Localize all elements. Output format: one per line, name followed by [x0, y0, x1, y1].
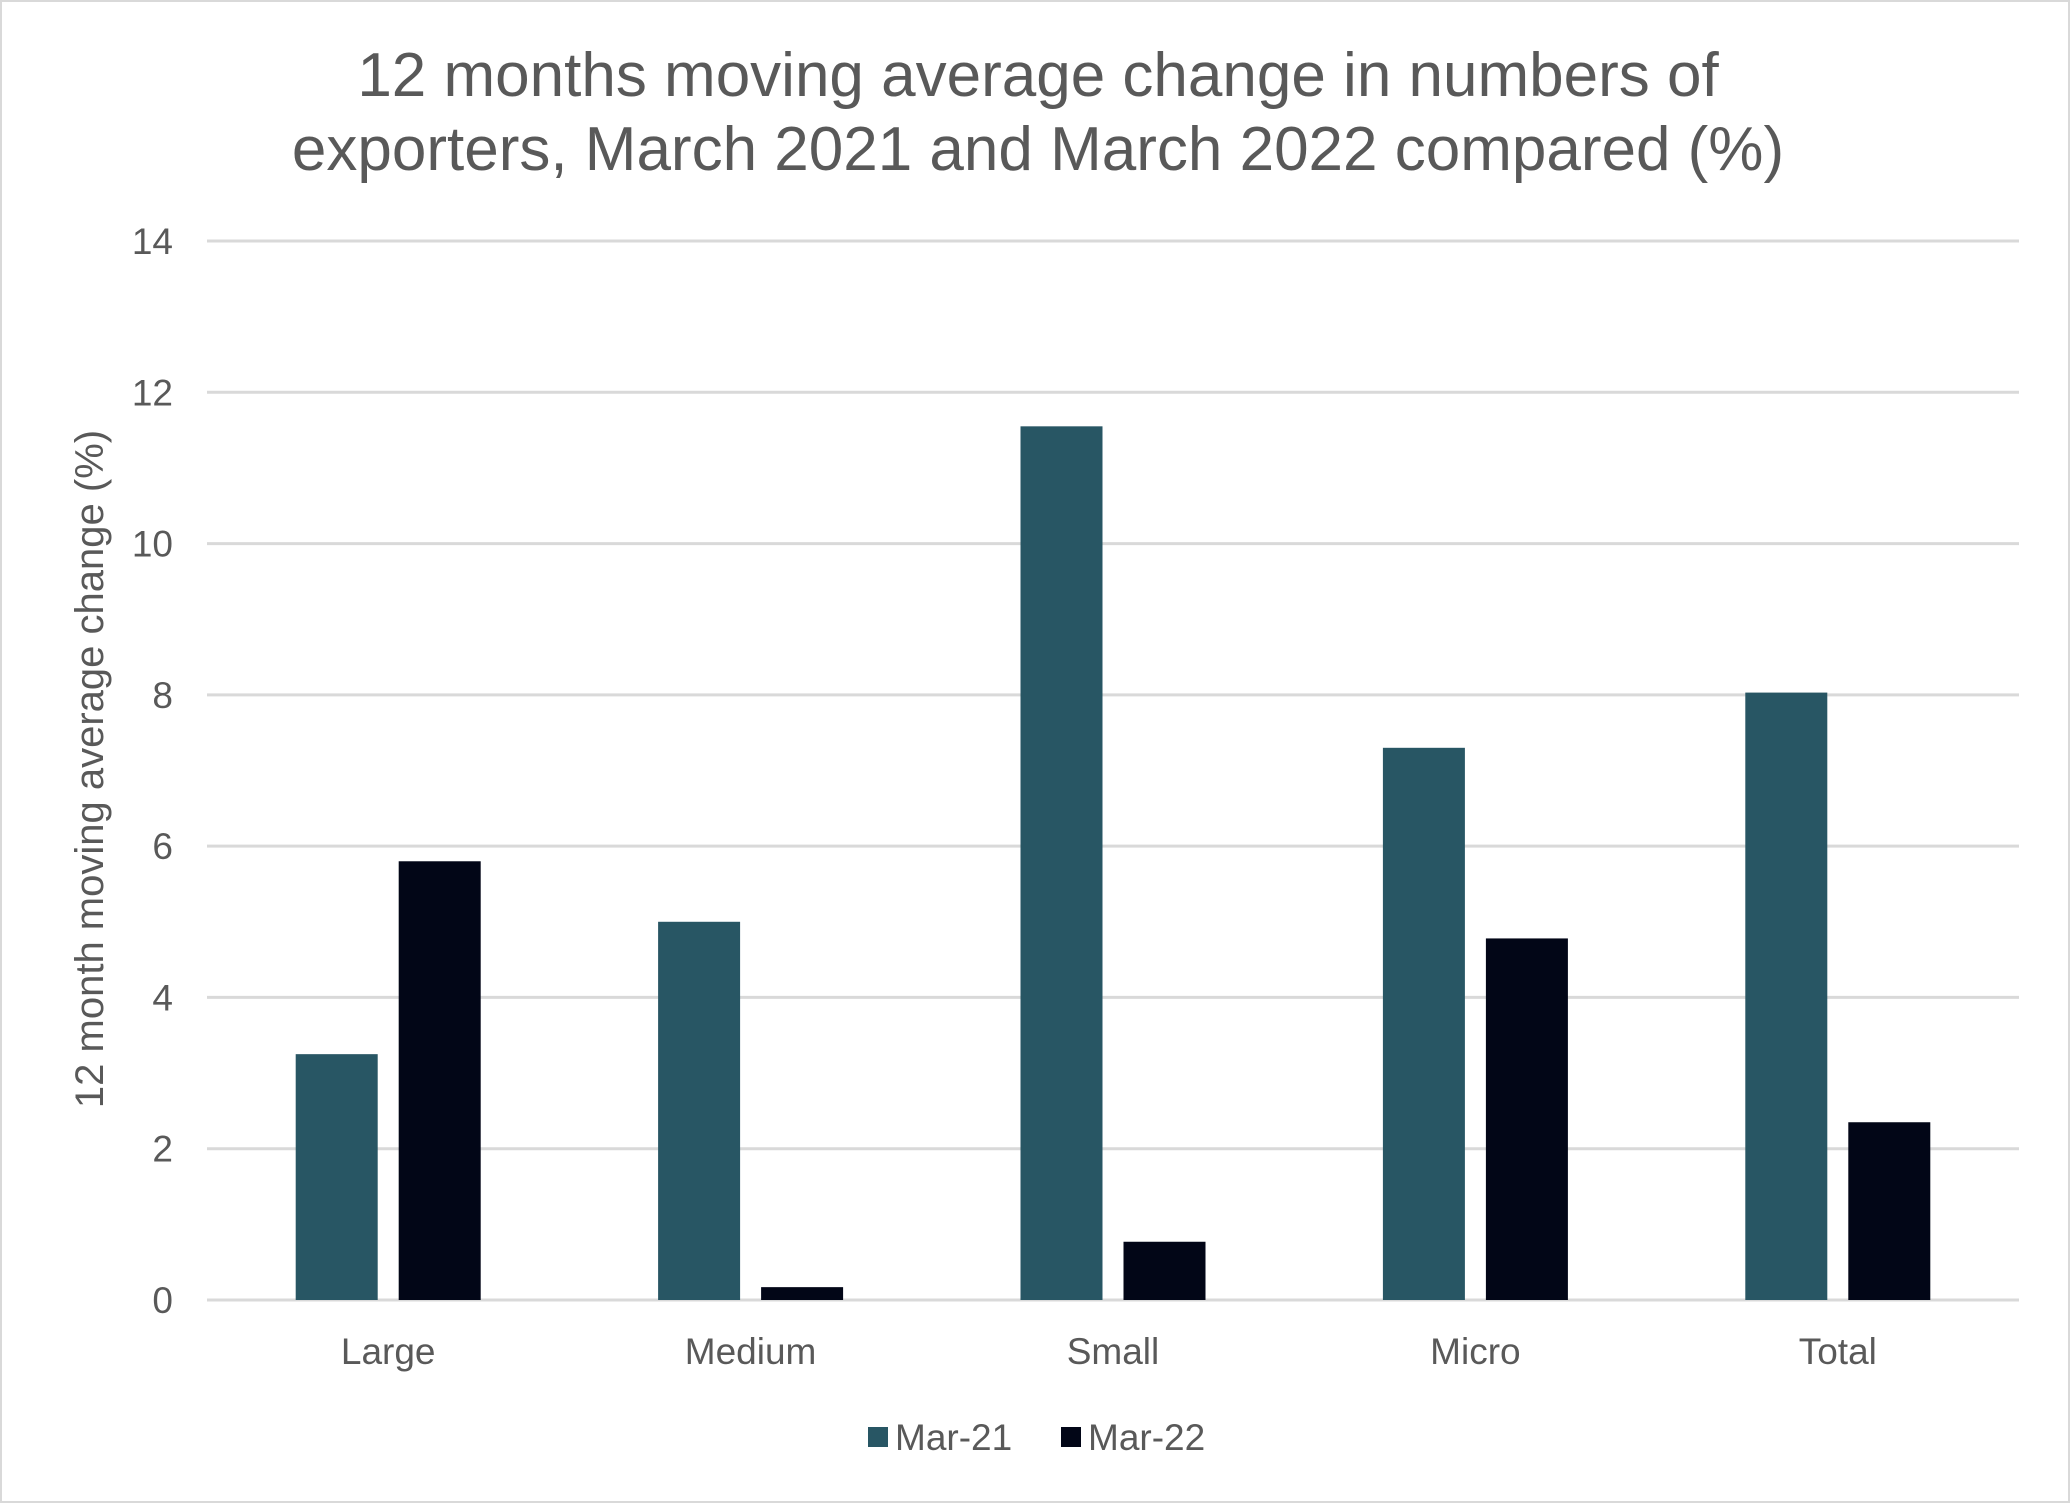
gridlines	[207, 239, 2019, 1302]
x-tick-label-micro: Micro	[1430, 1331, 1520, 1372]
y-tick-label-0: 0	[152, 1280, 173, 1321]
bar-small-mar-22	[1123, 1241, 1206, 1300]
bar-micro-mar-21	[1382, 747, 1465, 1300]
legend-label-mar-22: Mar-22	[1088, 1417, 1205, 1458]
bar-large-mar-21	[295, 1054, 378, 1300]
y-tick-label-4: 4	[152, 977, 173, 1018]
y-axis-label: 12 month moving average change (%)	[68, 430, 112, 1108]
x-tick-label-large: Large	[341, 1331, 436, 1372]
bar-micro-mar-22	[1485, 938, 1568, 1300]
y-tick-label-8: 8	[152, 675, 173, 716]
x-tick-label-small: Small	[1067, 1331, 1160, 1372]
legend-label-mar-21: Mar-21	[895, 1417, 1012, 1458]
y-tick-label-6: 6	[152, 826, 173, 867]
legend-swatch-mar-22	[1061, 1427, 1081, 1447]
bar-total-mar-22	[1848, 1122, 1931, 1300]
legend-swatch-mar-21	[868, 1427, 888, 1447]
bar-total-mar-21	[1745, 692, 1828, 1300]
y-tick-label-12: 12	[132, 372, 173, 413]
x-tick-label-medium: Medium	[685, 1331, 817, 1372]
bar-medium-mar-21	[658, 921, 741, 1300]
chart-title-line-1: 12 months moving average change in numbe…	[357, 41, 1719, 110]
chart-title: 12 months moving average change in numbe…	[292, 41, 1784, 184]
y-axis-ticks: 0 2 4 6 8 10 12 14	[132, 221, 173, 1321]
legend: Mar-21 Mar-22	[868, 1417, 1205, 1458]
bar-small-mar-21	[1020, 426, 1103, 1300]
chart-title-line-2: exporters, March 2021 and March 2022 com…	[292, 115, 1784, 184]
y-tick-label-14: 14	[132, 221, 173, 262]
bar-large-mar-22	[398, 861, 481, 1300]
x-tick-label-total: Total	[1799, 1331, 1877, 1372]
x-axis-ticks: Large Medium Small Micro Total	[341, 1331, 1877, 1372]
y-tick-label-10: 10	[132, 524, 173, 565]
y-tick-label-2: 2	[152, 1129, 173, 1170]
bar-medium-mar-22	[761, 1287, 844, 1300]
bars	[295, 426, 1931, 1300]
